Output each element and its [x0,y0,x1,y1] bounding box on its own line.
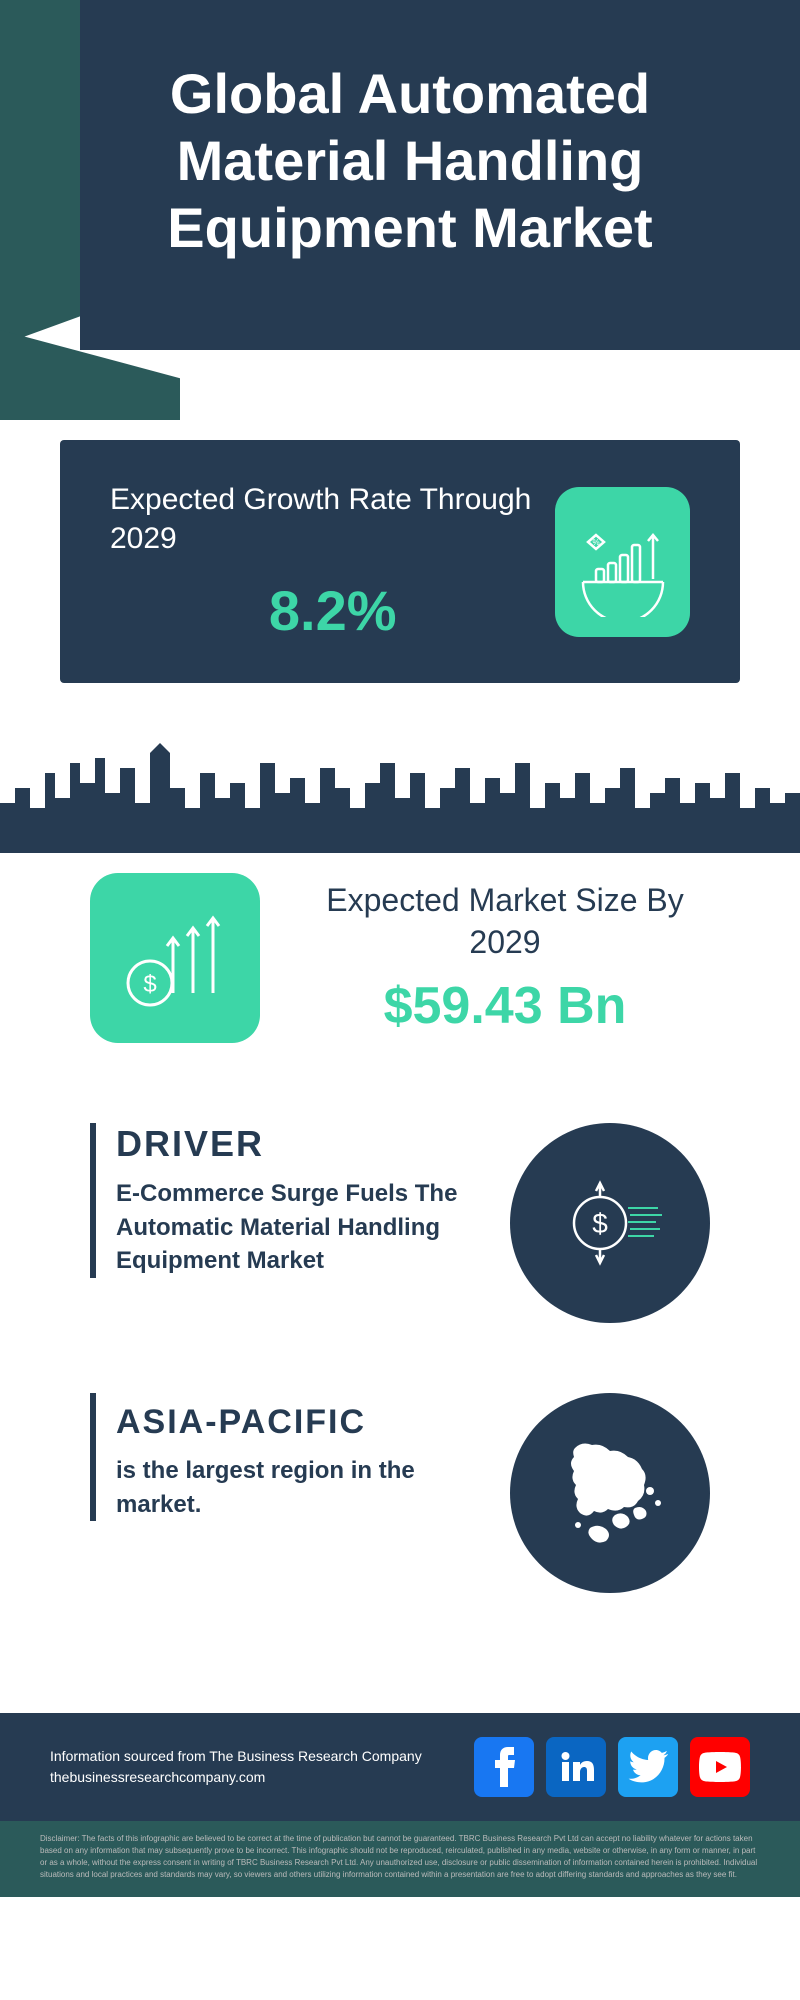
youtube-icon[interactable] [690,1737,750,1797]
disclaimer-section: Disclaimer: The facts of this infographi… [0,1821,800,1897]
svg-text:$: $ [143,971,156,998]
source-line-1: Information sourced from The Business Re… [50,1746,422,1767]
footer-source: Information sourced from The Business Re… [50,1746,422,1788]
driver-text-block: DRIVER E-Commerce Surge Fuels The Automa… [90,1123,480,1278]
twitter-icon[interactable] [618,1737,678,1797]
growth-text-block: Expected Growth Rate Through 2029 8.2% [110,480,555,643]
dollar-growth-icon: $ [90,873,260,1043]
social-icons-row [474,1737,750,1797]
region-description: is the largest region in the market. [116,1454,480,1521]
linkedin-icon[interactable] [546,1737,606,1797]
growth-label: Expected Growth Rate Through 2029 [110,480,555,558]
driver-title: DRIVER [116,1123,480,1165]
market-value: $59.43 Bn [300,976,710,1036]
svg-text:$: $ [592,1208,608,1239]
growth-chart-icon: % [555,487,690,637]
skyline-silhouette [0,713,800,853]
page-title: Global Automated Material Handling Equip… [100,60,720,262]
infographic-container: Global Automated Material Handling Equip… [0,0,800,1897]
region-text-block: ASIA-PACIFIC is the largest region in th… [90,1393,480,1521]
asia-pacific-map-icon [510,1393,710,1593]
region-section: ASIA-PACIFIC is the largest region in th… [60,1373,740,1613]
growth-value: 8.2% [110,578,555,643]
footer-section: Information sourced from The Business Re… [0,1713,800,1821]
money-transfer-icon: $ [510,1123,710,1323]
growth-rate-section: Expected Growth Rate Through 2029 8.2% % [60,440,740,683]
market-text-block: Expected Market Size By 2029 $59.43 Bn [300,880,710,1035]
driver-description: E-Commerce Surge Fuels The Automatic Mat… [116,1177,480,1278]
source-line-2: thebusinessresearchcompany.com [50,1767,422,1788]
driver-section: DRIVER E-Commerce Surge Fuels The Automa… [60,1103,740,1343]
disclaimer-text: Disclaimer: The facts of this infographi… [40,1834,757,1879]
svg-text:%: % [592,538,599,547]
region-title: ASIA-PACIFIC [116,1403,480,1442]
market-size-section: $ Expected Market Size By 2029 $59.43 Bn [60,853,740,1083]
header-section: Global Automated Material Handling Equip… [0,0,800,420]
facebook-icon[interactable] [474,1737,534,1797]
market-label: Expected Market Size By 2029 [300,880,710,963]
